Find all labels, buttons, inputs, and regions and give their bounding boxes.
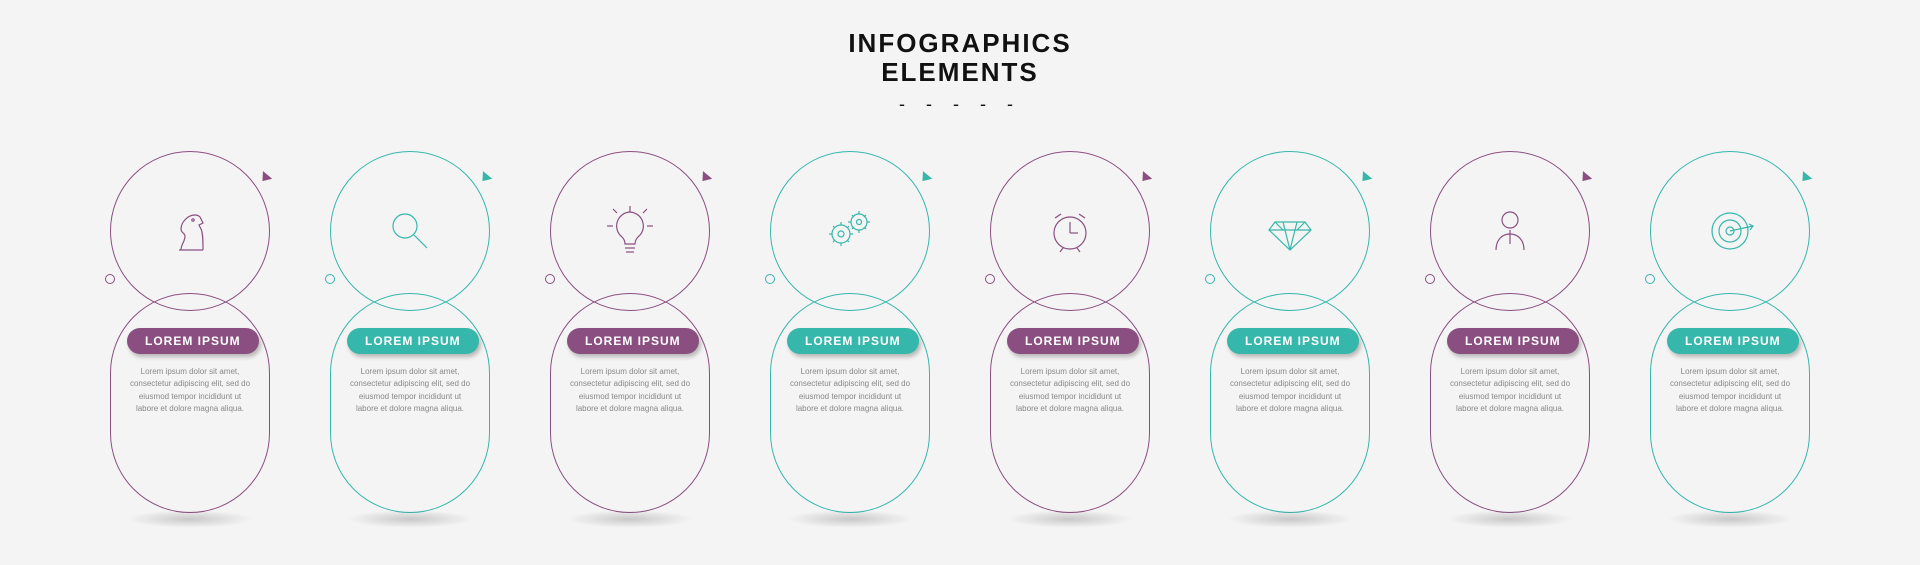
drop-shadow	[127, 510, 253, 528]
person-icon	[1483, 204, 1537, 258]
connector-start-ring	[325, 274, 335, 284]
step-top-circle	[990, 151, 1150, 311]
drop-shadow	[347, 510, 473, 528]
arrowhead-icon	[1358, 171, 1372, 185]
step-top-circle	[550, 151, 710, 311]
title-line-1: INFOGRAPHICS	[0, 28, 1920, 59]
connector-start-ring	[765, 274, 775, 284]
infographic-step: LOREM IPSUM Lorem ipsum dolor sit amet, c…	[1420, 151, 1600, 513]
step-body-text: Lorem ipsum dolor sit amet, consectetur …	[347, 366, 473, 416]
step-label-pill: LOREM IPSUM	[1007, 328, 1139, 354]
step-capsule: LOREM IPSUM Lorem ipsum dolor sit amet, c…	[1210, 293, 1370, 513]
connector-start-ring	[545, 274, 555, 284]
drop-shadow	[1227, 510, 1353, 528]
lightbulb-icon	[603, 204, 657, 258]
target-icon	[1703, 204, 1757, 258]
step-capsule: LOREM IPSUM Lorem ipsum dolor sit amet, c…	[330, 293, 490, 513]
step-label-pill: LOREM IPSUM	[1227, 328, 1359, 354]
connector-start-ring	[1645, 274, 1655, 284]
connector-start-ring	[105, 274, 115, 284]
step-capsule: LOREM IPSUM Lorem ipsum dolor sit amet, c…	[770, 293, 930, 513]
infographic-step: LOREM IPSUM Lorem ipsum dolor sit amet, c…	[980, 151, 1160, 513]
gears-icon	[823, 204, 877, 258]
infographic-step: LOREM IPSUM Lorem ipsum dolor sit amet, c…	[540, 151, 720, 513]
infographic-step: LOREM IPSUM Lorem ipsum dolor sit amet, c…	[760, 151, 940, 513]
step-label-pill: LOREM IPSUM	[567, 328, 699, 354]
infographic-step: LOREM IPSUM Lorem ipsum dolor sit amet, c…	[1640, 151, 1820, 513]
title-line-2: ELEMENTS	[0, 57, 1920, 88]
diamond-icon	[1263, 204, 1317, 258]
step-top-circle	[110, 151, 270, 311]
step-label-pill: LOREM IPSUM	[127, 328, 259, 354]
step-label-pill: LOREM IPSUM	[347, 328, 479, 354]
connector-start-ring	[1425, 274, 1435, 284]
step-capsule: LOREM IPSUM Lorem ipsum dolor sit amet, c…	[110, 293, 270, 513]
step-top-circle	[1430, 151, 1590, 311]
step-label-pill: LOREM IPSUM	[1447, 328, 1579, 354]
drop-shadow	[1667, 510, 1793, 528]
step-top-circle	[1650, 151, 1810, 311]
step-capsule: LOREM IPSUM Lorem ipsum dolor sit amet, c…	[550, 293, 710, 513]
step-body-text: Lorem ipsum dolor sit amet, consectetur …	[567, 366, 693, 416]
arrowhead-icon	[1798, 171, 1812, 185]
title-block: INFOGRAPHICS ELEMENTS - - - - -	[0, 0, 1920, 115]
chess-knight-icon	[163, 204, 217, 258]
step-body-text: Lorem ipsum dolor sit amet, consectetur …	[127, 366, 253, 416]
step-body-text: Lorem ipsum dolor sit amet, consectetur …	[1227, 366, 1353, 416]
arrowhead-icon	[478, 171, 492, 185]
title-dashes: - - - - -	[0, 94, 1920, 115]
connector-start-ring	[985, 274, 995, 284]
step-capsule: LOREM IPSUM Lorem ipsum dolor sit amet, c…	[990, 293, 1150, 513]
infographic-step: LOREM IPSUM Lorem ipsum dolor sit amet, c…	[320, 151, 500, 513]
arrowhead-icon	[1578, 171, 1592, 185]
infographic-step: LOREM IPSUM Lorem ipsum dolor sit amet, c…	[1200, 151, 1380, 513]
clock-icon	[1043, 204, 1097, 258]
step-top-circle	[1210, 151, 1370, 311]
drop-shadow	[787, 510, 913, 528]
drop-shadow	[567, 510, 693, 528]
step-body-text: Lorem ipsum dolor sit amet, consectetur …	[1007, 366, 1133, 416]
step-body-text: Lorem ipsum dolor sit amet, consectetur …	[787, 366, 913, 416]
step-label-pill: LOREM IPSUM	[1667, 328, 1799, 354]
arrowhead-icon	[258, 171, 272, 185]
step-capsule: LOREM IPSUM Lorem ipsum dolor sit amet, c…	[1650, 293, 1810, 513]
infographic-step: LOREM IPSUM Lorem ipsum dolor sit amet, c…	[100, 151, 280, 513]
drop-shadow	[1007, 510, 1133, 528]
step-top-circle	[770, 151, 930, 311]
step-top-circle	[330, 151, 490, 311]
step-body-text: Lorem ipsum dolor sit amet, consectetur …	[1667, 366, 1793, 416]
connector-start-ring	[1205, 274, 1215, 284]
arrowhead-icon	[1138, 171, 1152, 185]
arrowhead-icon	[698, 171, 712, 185]
step-capsule: LOREM IPSUM Lorem ipsum dolor sit amet, c…	[1430, 293, 1590, 513]
infographic-row: LOREM IPSUM Lorem ipsum dolor sit amet, c…	[0, 151, 1920, 513]
arrowhead-icon	[918, 171, 932, 185]
step-body-text: Lorem ipsum dolor sit amet, consectetur …	[1447, 366, 1573, 416]
drop-shadow	[1447, 510, 1573, 528]
magnifier-icon	[383, 204, 437, 258]
step-label-pill: LOREM IPSUM	[787, 328, 919, 354]
